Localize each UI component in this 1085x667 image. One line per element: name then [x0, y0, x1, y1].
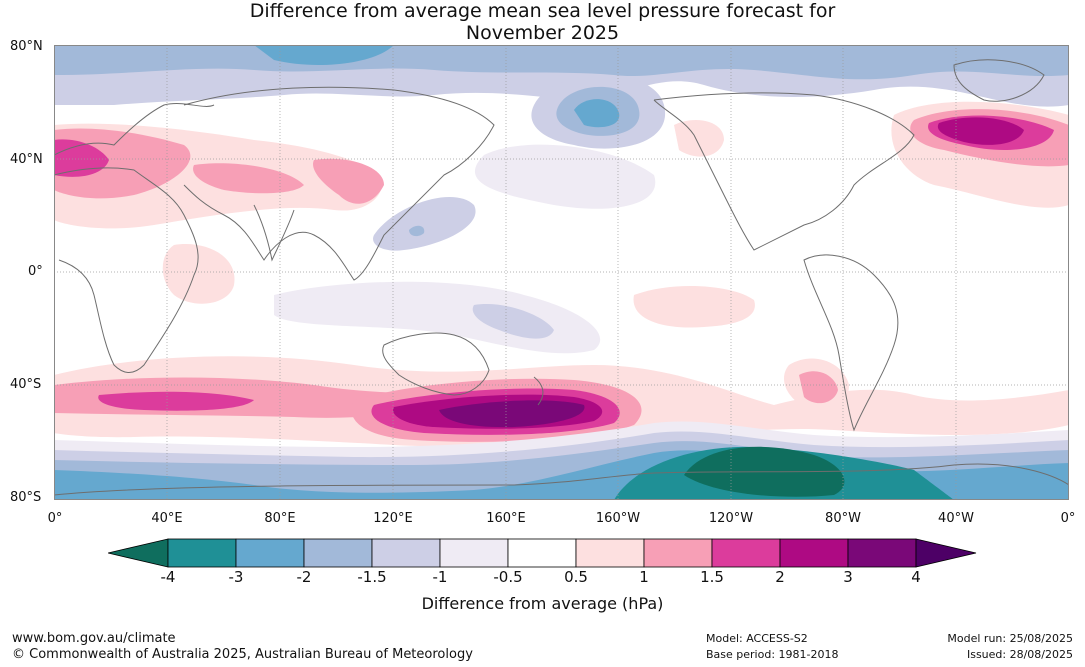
footer-base-period: Base period: 1981-2018 [706, 648, 839, 661]
colorbar-segment [507, 538, 577, 568]
lon-label-160w: 160°W [595, 511, 641, 526]
colorbar-tick-label: 0.5 [564, 568, 588, 586]
colorbar-segment [779, 538, 849, 568]
footer-copyright: © Commonwealth of Australia 2025, Austra… [12, 647, 473, 662]
colorbar [108, 538, 977, 568]
chart-title-line2: November 2025 [465, 22, 620, 44]
colorbar-tick-label: 4 [911, 568, 921, 586]
lat-label-80s: 80°S [10, 490, 42, 505]
colorbar-extend-low [108, 538, 169, 568]
lon-label-120w: 120°W [708, 511, 754, 526]
colorbar-tick-label: -2 [296, 568, 312, 586]
lon-label-80e: 80°E [264, 511, 296, 526]
colorbar-segment [575, 538, 645, 568]
colorbar-tick-label: -3 [228, 568, 244, 586]
lon-label-120e: 120°E [373, 511, 413, 526]
lon-label-0: 0° [47, 511, 63, 526]
colorbar-extend-high [915, 538, 977, 568]
lat-label-40s: 40°S [10, 377, 42, 392]
lat-label-equator: 0° [28, 264, 43, 279]
footer-model-run: Model run: 25/08/2025 [947, 632, 1073, 645]
lon-label-160e: 160°E [486, 511, 526, 526]
colorbar-segment [167, 538, 237, 568]
colorbar-segment [847, 538, 917, 568]
colorbar-tick-label: -0.5 [493, 568, 523, 586]
colorbar-segment [235, 538, 305, 568]
colorbar-segment [371, 538, 441, 568]
colorbar-segment [303, 538, 373, 568]
colorbar-tick-label: -1.5 [357, 568, 387, 586]
colorbar-segment [643, 538, 713, 568]
colorbar-tick-label: 3 [843, 568, 853, 586]
pressure-anomaly-map [54, 45, 1069, 500]
lon-label-40w: 40°W [938, 511, 974, 526]
footer-issued: Issued: 28/08/2025 [966, 648, 1073, 661]
lat-label-40n: 40°N [10, 152, 43, 167]
chart-title-line1: Difference from average mean sea level p… [249, 0, 836, 22]
colorbar-tick-label: 2 [775, 568, 785, 586]
colorbar-segment [711, 538, 781, 568]
colorbar-tick-label: -1 [432, 568, 448, 586]
footer-model: Model: ACCESS-S2 [706, 632, 808, 645]
colorbar-segment [439, 538, 509, 568]
lon-label-40e: 40°E [151, 511, 183, 526]
colorbar-tick-label: -4 [160, 568, 176, 586]
lon-label-360: 0° [1060, 511, 1076, 526]
footer-url: www.bom.gov.au/climate [12, 631, 176, 646]
colorbar-label: Difference from average (hPa) [421, 594, 664, 613]
lat-label-80n: 80°N [10, 39, 43, 54]
colorbar-tick-label: 1 [639, 568, 649, 586]
lon-label-80w: 80°W [825, 511, 861, 526]
colorbar-tick-label: 1.5 [700, 568, 724, 586]
